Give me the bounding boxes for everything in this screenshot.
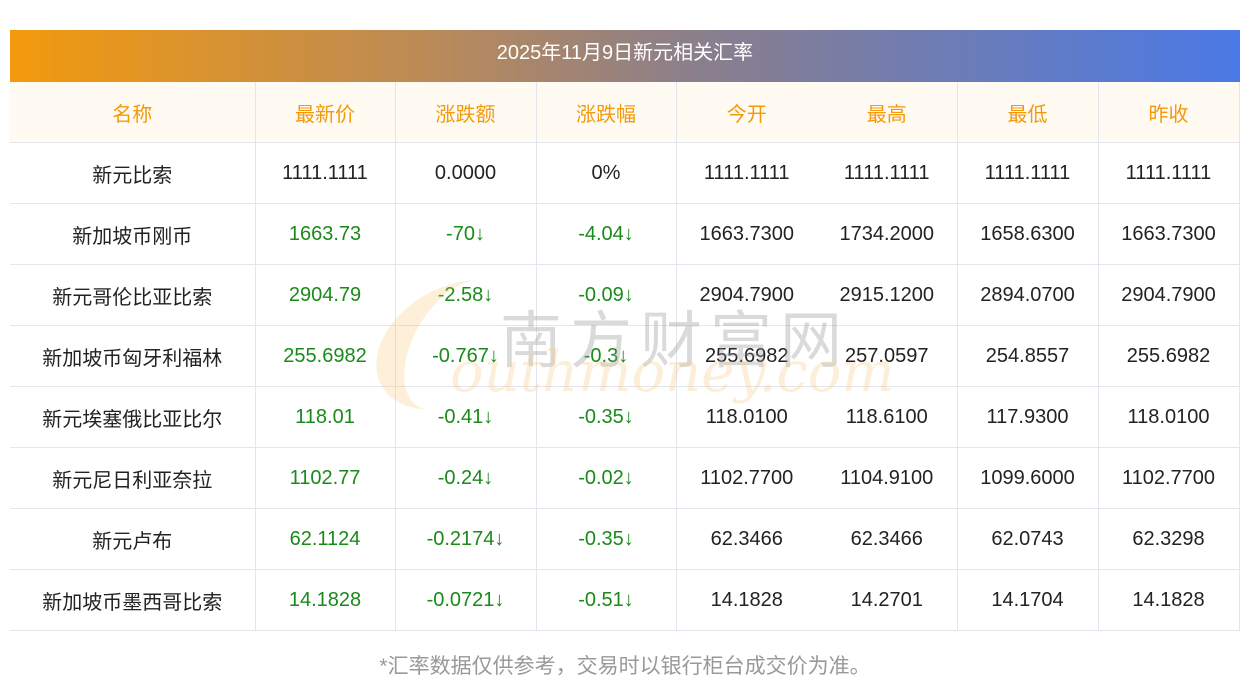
cell-high: 257.0597 xyxy=(817,325,958,387)
disclaimer-footer: *汇率数据仅供参考，交易时以银行柜台成交价为准。 xyxy=(379,655,871,678)
cell-open: 1663.7300 xyxy=(676,203,817,265)
cell-change: -0.41↓ xyxy=(395,386,537,448)
cell-change-pct: -0.09↓ xyxy=(536,264,677,326)
table-row: 新元尼日利亚奈拉 1102.77 -0.24↓ -0.02↓ 1102.7700 1104… xyxy=(10,447,1240,509)
column-header-latest: 最新价 xyxy=(255,82,396,143)
cell-high: 2915.1200 xyxy=(817,264,958,326)
cell-change-pct: -0.35↓ xyxy=(536,508,677,570)
cell-latest: 14.1828 xyxy=(255,569,396,631)
cell-latest: 1102.77 xyxy=(255,447,396,509)
table-row: 新元埃塞俄比亚比尔 118.01 -0.41↓ -0.35↓ 118.0100 118.6… xyxy=(10,386,1240,448)
cell-latest: 255.6982 xyxy=(255,325,396,387)
cell-prev-close: 14.1828 xyxy=(1098,569,1240,631)
cell-open: 2904.7900 xyxy=(676,264,817,326)
cell-prev-close: 1663.7300 xyxy=(1098,203,1240,265)
cell-change-pct: -0.51↓ xyxy=(536,569,677,631)
cell-prev-close: 1111.1111 xyxy=(1098,142,1240,204)
cell-low: 14.1704 xyxy=(957,569,1099,631)
cell-latest: 118.01 xyxy=(255,386,396,448)
column-header-change-pct: 涨跌幅 xyxy=(536,82,677,143)
cell-latest: 1663.73 xyxy=(255,203,396,265)
cell-low: 2894.0700 xyxy=(957,264,1099,326)
table-row: 新加坡币刚币 1663.73 -70↓ -4.04↓ 1663.7300 1734.200… xyxy=(10,203,1240,265)
cell-change: -0.0721↓ xyxy=(395,569,537,631)
table-title: 2025年11月9日新元相关汇率 xyxy=(10,30,1240,82)
column-header-open: 今开 xyxy=(676,82,817,143)
column-header-change: 涨跌额 xyxy=(395,82,537,143)
cell-change: 0.0000 xyxy=(395,142,537,204)
cell-prev-close: 62.3298 xyxy=(1098,508,1240,570)
cell-prev-close: 255.6982 xyxy=(1098,325,1240,387)
table-row: 新元卢布 62.1124 -0.2174↓ -0.35↓ 62.3466 62.3466 6… xyxy=(10,508,1240,570)
cell-low: 62.0743 xyxy=(957,508,1099,570)
cell-low: 1111.1111 xyxy=(957,142,1099,204)
table-row: 新加坡币墨西哥比索 14.1828 -0.0721↓ -0.51↓ 14.1828 14.… xyxy=(10,569,1240,631)
cell-name: 新元尼日利亚奈拉 xyxy=(10,447,256,509)
cell-name: 新元哥伦比亚比索 xyxy=(10,264,256,326)
cell-prev-close: 118.0100 xyxy=(1098,386,1240,448)
cell-change: -2.58↓ xyxy=(395,264,537,326)
cell-change-pct: 0% xyxy=(536,142,677,204)
cell-high: 14.2701 xyxy=(817,569,958,631)
cell-high: 1734.2000 xyxy=(817,203,958,265)
cell-change: -0.767↓ xyxy=(395,325,537,387)
cell-prev-close: 1102.7700 xyxy=(1098,447,1240,509)
cell-change: -70↓ xyxy=(395,203,537,265)
cell-change: -0.24↓ xyxy=(395,447,537,509)
table-row: 新元比索 1111.1111 0.0000 0% 1111.1111 1111.1111 1… xyxy=(10,142,1240,204)
cell-change-pct: -0.3↓ xyxy=(536,325,677,387)
column-header-name: 名称 xyxy=(10,82,256,143)
cell-latest: 62.1124 xyxy=(255,508,396,570)
cell-prev-close: 2904.7900 xyxy=(1098,264,1240,326)
cell-name: 新加坡币匈牙利福林 xyxy=(10,325,256,387)
cell-open: 62.3466 xyxy=(676,508,817,570)
cell-open: 118.0100 xyxy=(676,386,817,448)
cell-latest: 1111.1111 xyxy=(255,142,396,204)
cell-open: 1102.7700 xyxy=(676,447,817,509)
table-row: 新元哥伦比亚比索 2904.79 -2.58↓ -0.09↓ 2904.7900 2915… xyxy=(10,264,1240,326)
cell-high: 1104.9100 xyxy=(817,447,958,509)
cell-change-pct: -0.02↓ xyxy=(536,447,677,509)
cell-low: 1658.6300 xyxy=(957,203,1099,265)
cell-open: 1111.1111 xyxy=(676,142,817,204)
cell-change: -0.2174↓ xyxy=(395,508,537,570)
cell-low: 254.8557 xyxy=(957,325,1099,387)
cell-low: 1099.6000 xyxy=(957,447,1099,509)
table-header-row: 名称 最新价 涨跌额 涨跌幅 今开 最高 最低 昨收 xyxy=(10,82,1240,143)
column-header-low: 最低 xyxy=(957,82,1099,143)
cell-low: 117.9300 xyxy=(957,386,1099,448)
cell-change-pct: -0.35↓ xyxy=(536,386,677,448)
cell-name: 新加坡币墨西哥比索 xyxy=(10,569,256,631)
cell-high: 62.3466 xyxy=(817,508,958,570)
table-row: 新加坡币匈牙利福林 255.6982 -0.767↓ -0.3↓ 255.6982 257… xyxy=(10,325,1240,387)
column-header-prev-close: 昨收 xyxy=(1098,82,1240,143)
column-header-high: 最高 xyxy=(817,82,958,143)
cell-name: 新元卢布 xyxy=(10,508,256,570)
cell-latest: 2904.79 xyxy=(255,264,396,326)
cell-high: 118.6100 xyxy=(817,386,958,448)
cell-name: 新元比索 xyxy=(10,142,256,204)
cell-change-pct: -4.04↓ xyxy=(536,203,677,265)
cell-name: 新元埃塞俄比亚比尔 xyxy=(10,386,256,448)
exchange-rate-table: 名称 最新价 涨跌额 涨跌幅 今开 最高 最低 昨收 新元比索 1111.1111 0.0000 0… xyxy=(10,82,1240,631)
cell-high: 1111.1111 xyxy=(817,142,958,204)
cell-open: 255.6982 xyxy=(676,325,817,387)
cell-open: 14.1828 xyxy=(676,569,817,631)
cell-name: 新加坡币刚币 xyxy=(10,203,256,265)
